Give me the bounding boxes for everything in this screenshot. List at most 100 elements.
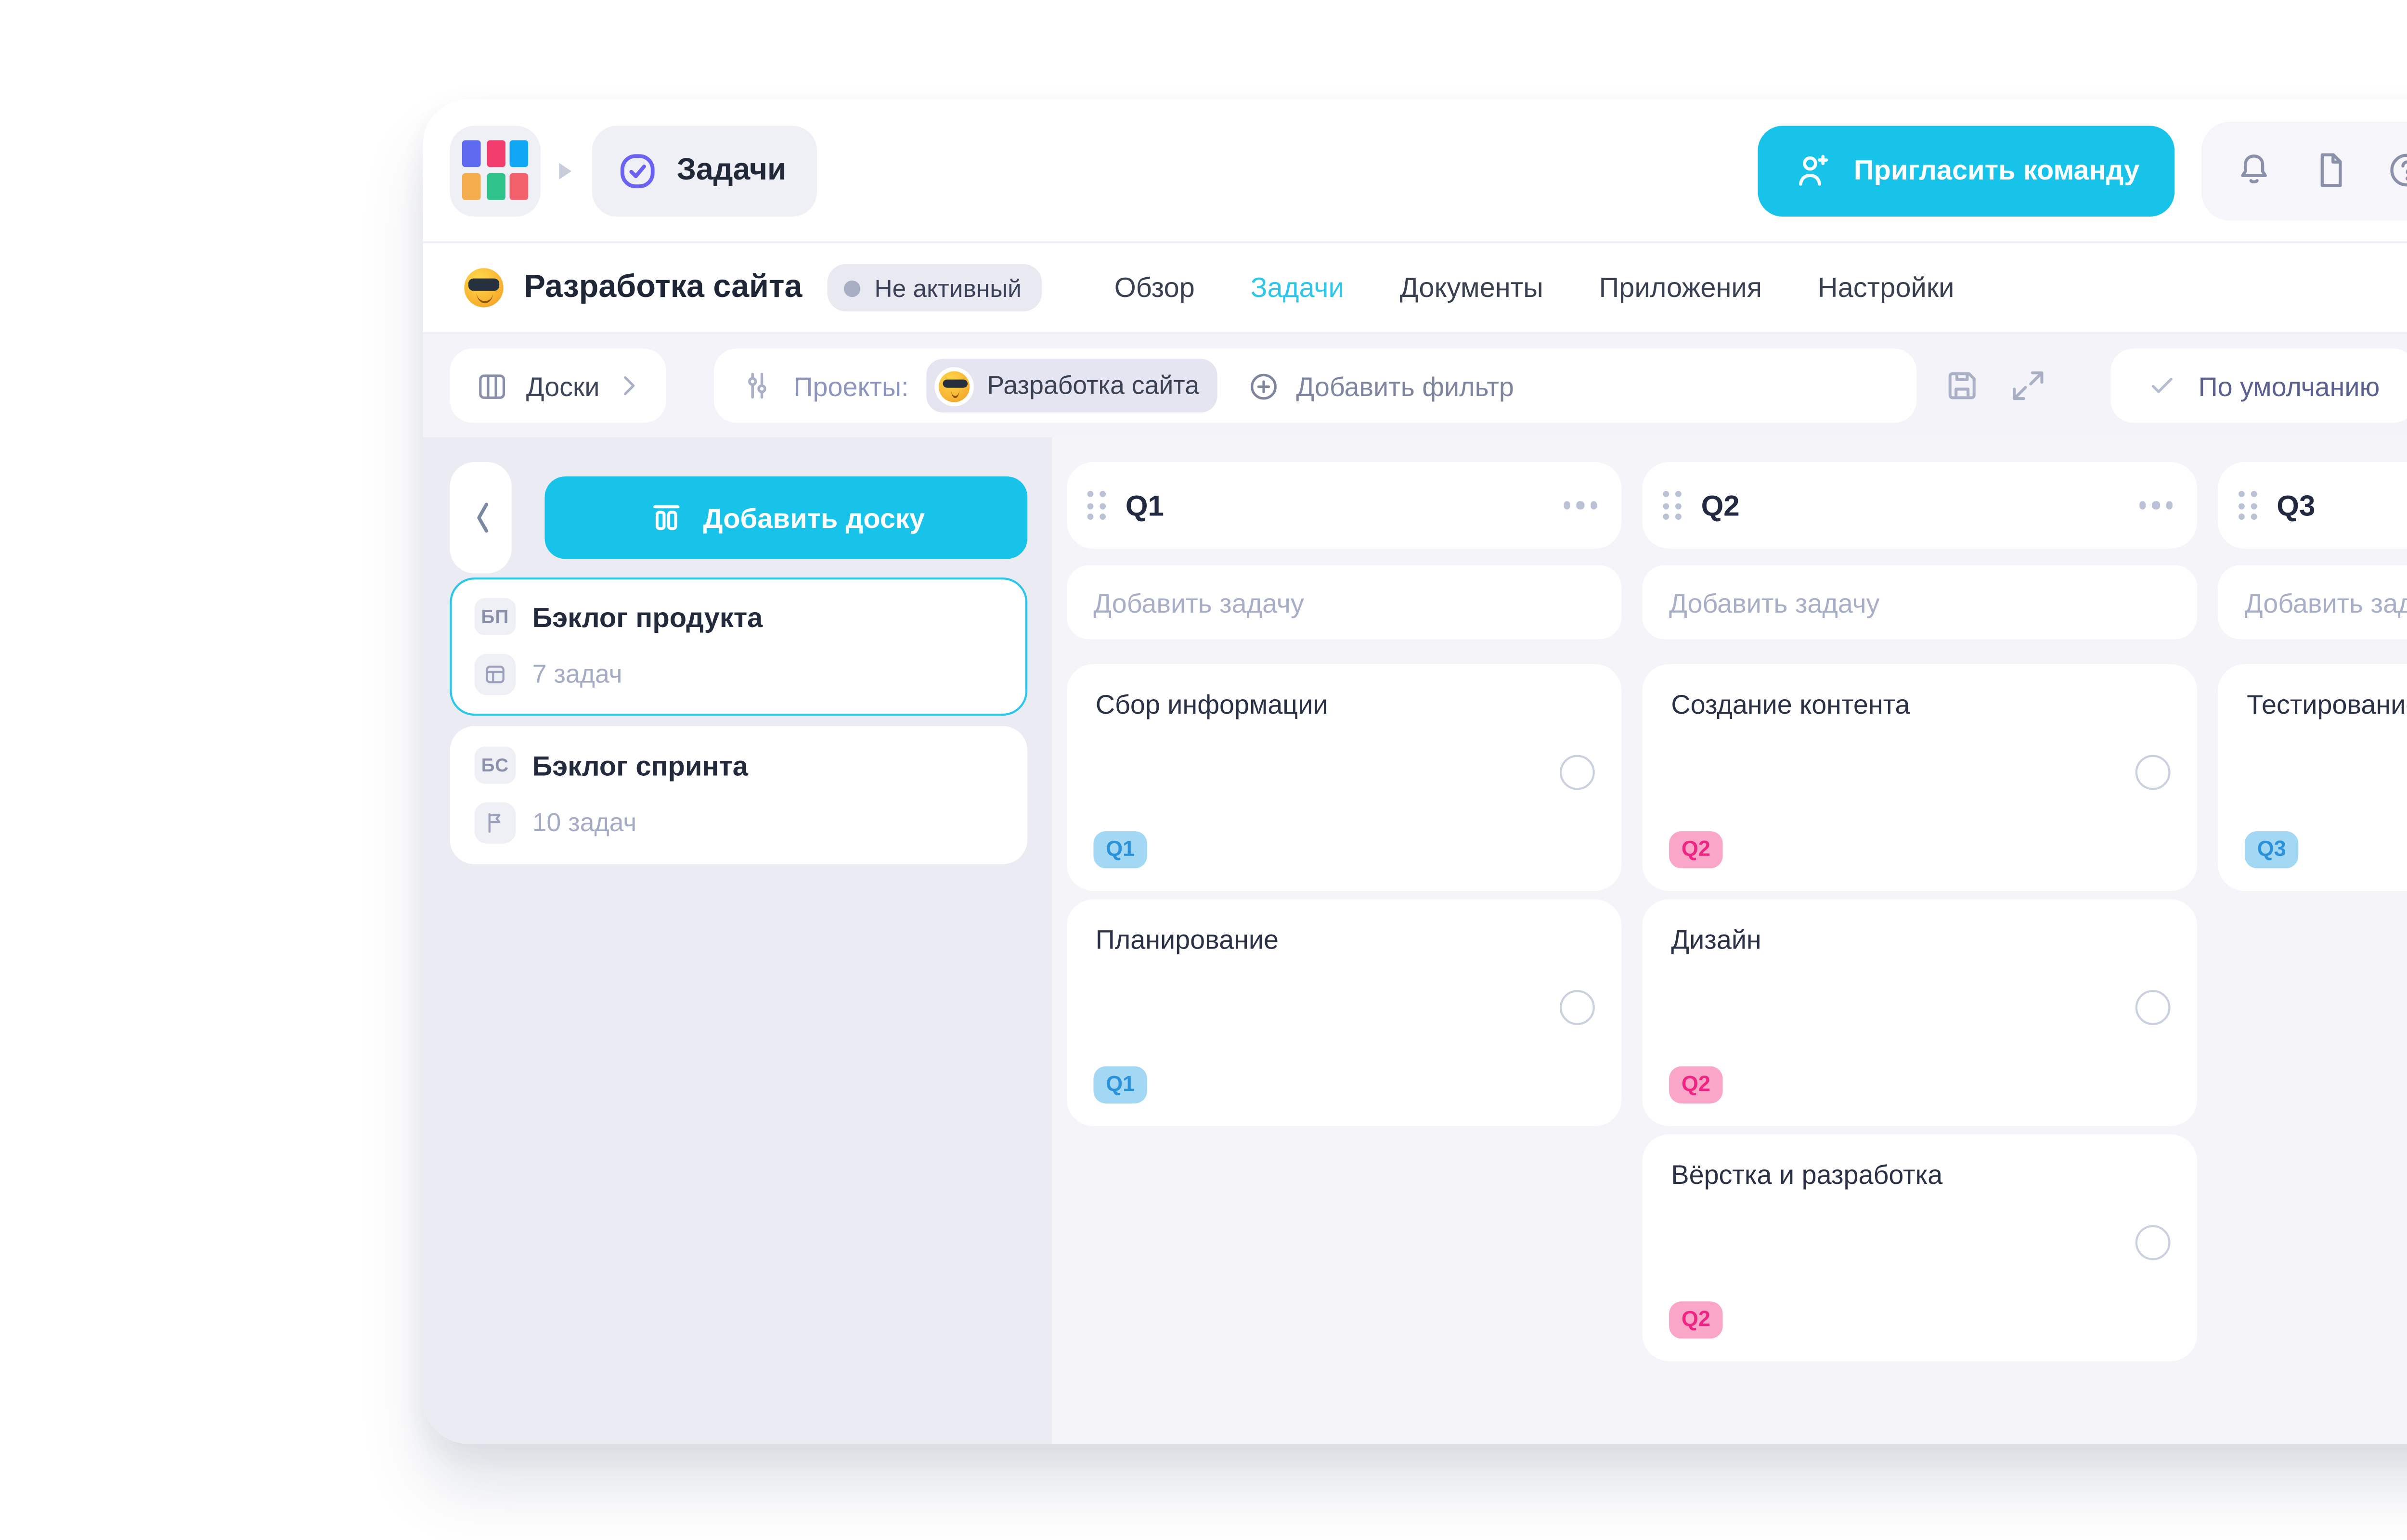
add-task-input[interactable]: Добавить задачу — [1066, 565, 1622, 640]
task-card[interactable]: Сбор информации Q1 — [1066, 664, 1622, 891]
notifications-button[interactable] — [2232, 149, 2276, 192]
cool-face-emoji-icon — [464, 268, 504, 308]
chevron-left-icon — [476, 502, 487, 533]
column-header[interactable]: Q3 — [2218, 462, 2407, 549]
cool-face-emoji-icon — [939, 370, 971, 401]
task-title: Вёрстка и разработка — [1671, 1159, 1943, 1190]
drag-handle-icon[interactable] — [2239, 490, 2256, 520]
task-card[interactable]: Вёрстка и разработка Q2 — [1642, 1134, 2198, 1361]
column-header[interactable]: Q1 — [1066, 462, 1622, 549]
tab-tasks[interactable]: Задачи — [1250, 272, 1344, 303]
mini-board-icon — [486, 666, 505, 683]
tab-apps[interactable]: Приложения — [1599, 272, 1762, 303]
task-tag: Q2 — [1669, 1301, 1723, 1339]
board-abbr-badge: БС — [474, 746, 516, 784]
task-checkbox[interactable] — [2135, 755, 2171, 790]
task-title: Тестирование — [2247, 689, 2407, 720]
column-q3: Q3 Добавить задачу Тестирование Q3 — [2218, 462, 2407, 1444]
task-title: Планирование — [1095, 924, 1279, 955]
board-item-product-backlog[interactable]: БП Бэклог продукта 7 задач — [450, 578, 1028, 716]
column-name: Q3 — [2277, 488, 2316, 522]
top-bar-actions: Пригласить команду — [1757, 120, 2407, 220]
task-card[interactable]: Планирование Q1 — [1066, 899, 1622, 1126]
add-board-icon — [652, 505, 679, 530]
add-filter-label: Добавить фильтр — [1296, 370, 1514, 401]
filter-bar: Проекты: Разработка сайта Добавить фильт… — [713, 348, 1916, 423]
column-q1: Q1 Добавить задачу Сбор информации Q1 Пл… — [1066, 462, 1622, 1444]
task-title: Сбор информации — [1095, 689, 1328, 720]
documents-button[interactable] — [2309, 149, 2352, 192]
help-icon — [2390, 154, 2407, 187]
column-menu-button[interactable] — [1563, 493, 1597, 517]
collapse-sidebar-button[interactable] — [450, 462, 512, 574]
column-header[interactable]: Q2 — [1642, 462, 2198, 549]
drag-handle-icon[interactable] — [1663, 490, 1681, 520]
app-logo-icon — [462, 141, 529, 200]
task-tag: Q1 — [1093, 831, 1147, 869]
task-tag: Q3 — [2244, 831, 2299, 869]
task-checkbox[interactable] — [2135, 1225, 2171, 1260]
bell-icon — [2241, 154, 2267, 184]
check-icon — [2150, 377, 2172, 393]
add-task-input[interactable]: Добавить задачу — [2218, 565, 2407, 640]
column-name: Q2 — [1701, 488, 1740, 522]
project-filter-chip-label: Разработка сайта — [987, 371, 1200, 400]
breadcrumb: Задачи — [450, 125, 817, 216]
boards-view-button[interactable]: Доски — [450, 348, 666, 423]
project-bar: Разработка сайта Не активный Обзор Задач… — [423, 243, 2407, 334]
task-checkbox[interactable] — [1560, 990, 1595, 1025]
boards-sidebar: Добавить доску БП Бэклог продукта — [423, 437, 1052, 1444]
board-abbr-badge: БП — [474, 598, 516, 635]
task-checkbox[interactable] — [2135, 990, 2171, 1025]
task-card[interactable]: Создание контента Q2 — [1642, 664, 2198, 891]
task-tag: Q1 — [1093, 1066, 1147, 1104]
board-name: Бэклог спринта — [532, 749, 748, 781]
tab-overview[interactable]: Обзор — [1114, 272, 1195, 303]
tab-settings[interactable]: Настройки — [1817, 272, 1954, 303]
breadcrumb-app-button[interactable]: Задачи — [592, 125, 817, 216]
column-q2: Q2 Добавить задачу Создание контента Q2 … — [1642, 462, 2198, 1444]
help-button[interactable] — [2385, 149, 2407, 192]
status-label: Не активный — [874, 273, 1022, 302]
invite-team-button[interactable]: Пригласить команду — [1757, 125, 2175, 216]
project-title: Разработка сайта — [524, 269, 802, 305]
app-logo-button[interactable] — [450, 125, 541, 216]
task-tag: Q2 — [1669, 831, 1723, 869]
app-window: Задачи Пригласить команду — [423, 99, 2407, 1444]
add-task-input[interactable]: Добавить задачу — [1642, 565, 2198, 640]
status-dot-icon — [843, 279, 860, 296]
user-plus-icon — [1798, 154, 1827, 185]
plus-circle-icon — [1251, 372, 1277, 399]
board-task-count: 10 задач — [532, 808, 637, 837]
flag-icon — [488, 813, 501, 833]
task-card[interactable]: Дизайн Q2 — [1642, 899, 2198, 1126]
add-board-label: Добавить доску — [703, 502, 925, 533]
tasks-check-icon — [620, 153, 655, 187]
add-filter-button[interactable]: Добавить фильтр — [1247, 368, 1514, 403]
board-task-count: 7 задач — [532, 660, 622, 689]
expand-icon — [2012, 371, 2043, 400]
board-icon — [479, 373, 505, 398]
fullscreen-button[interactable] — [2006, 365, 2048, 407]
status-badge[interactable]: Не активный — [827, 264, 1042, 312]
drag-handle-icon[interactable] — [1087, 490, 1105, 520]
task-title: Дизайн — [1671, 924, 1761, 955]
column-name: Q1 — [1125, 488, 1164, 522]
task-title: Создание контента — [1671, 689, 1910, 720]
chevron-right-icon — [623, 376, 634, 396]
board-item-sprint-backlog[interactable]: БС Бэклог спринта 10 задач — [450, 726, 1028, 864]
project-filter-chip[interactable]: Разработка сайта — [927, 359, 1218, 413]
breadcrumb-arrow-icon — [559, 162, 572, 179]
view-preset-dropdown[interactable]: По умолчанию — [2109, 348, 2407, 423]
task-card[interactable]: Тестирование Q3 — [2218, 664, 2407, 891]
save-view-button[interactable] — [1941, 365, 1982, 407]
task-checkbox[interactable] — [1560, 755, 1595, 790]
task-tag: Q2 — [1669, 1066, 1723, 1104]
content-area: Добавить доску БП Бэклог продукта — [423, 437, 2407, 1444]
breadcrumb-app-label: Задачи — [676, 153, 787, 188]
column-menu-button[interactable] — [2138, 493, 2173, 517]
add-board-button[interactable]: Добавить доску — [544, 476, 1028, 559]
kanban-board: Q1 Добавить задачу Сбор информации Q1 Пл… — [1052, 437, 2407, 1444]
tab-documents[interactable]: Документы — [1399, 272, 1543, 303]
